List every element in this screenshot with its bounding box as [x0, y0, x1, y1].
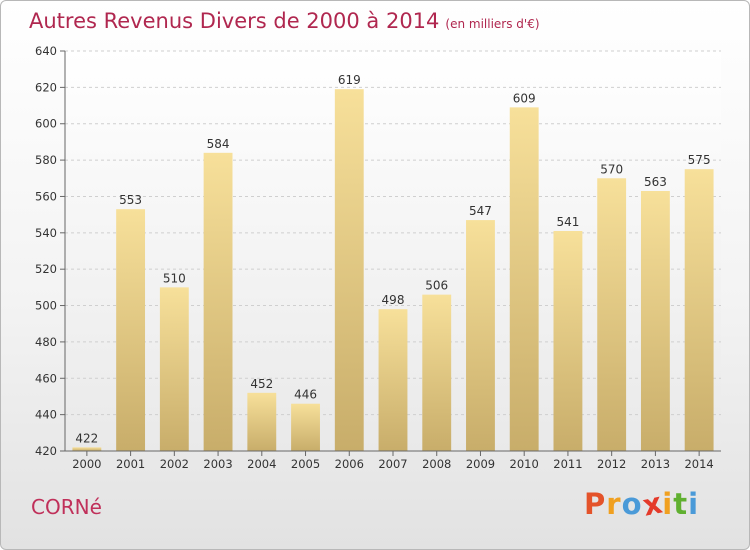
x-tick-label: 2001 [116, 457, 145, 471]
bar-value-label: 609 [513, 91, 536, 105]
y-tick-label: 640 [35, 44, 57, 58]
x-tick-label: 2005 [291, 457, 320, 471]
proxiti-logo: Proxiti [584, 485, 700, 522]
bar [509, 107, 539, 451]
bar [466, 220, 495, 451]
bars: 422 553 510 584 452 446 619 498 506 547 609 541 570 5… [72, 73, 714, 452]
bar [247, 392, 277, 451]
x-tick-label: 2014 [684, 457, 713, 471]
bar [684, 169, 714, 451]
bar-value-label: 584 [207, 137, 230, 151]
x-tick-label: 2003 [203, 457, 232, 471]
y-tick-label: 620 [35, 80, 57, 94]
chart-subtitle: (en milliers d'€) [445, 17, 540, 31]
bar [291, 403, 320, 451]
bar [597, 178, 627, 452]
bar-value-label: 446 [294, 388, 317, 402]
logo-letter: P [584, 487, 607, 521]
bar-value-label: 510 [163, 271, 186, 285]
bar-value-label: 498 [382, 293, 405, 307]
axes: 420 440 460 480 500 520 540 560 580 600 620 640 2000… [35, 44, 721, 471]
bar-value-label: 506 [425, 279, 448, 293]
x-tick-label: 2012 [597, 457, 626, 471]
bar-value-label: 570 [600, 162, 623, 176]
logo-letter: t [673, 487, 689, 521]
bar-value-label: 422 [75, 431, 98, 445]
x-tick-label: 2004 [247, 457, 276, 471]
chart-title: Autres Revenus Divers de 2000 à 2014 (en … [29, 9, 540, 33]
y-tick-label: 460 [35, 371, 57, 385]
chart-title-text: Autres Revenus Divers de 2000 à 2014 [29, 9, 440, 33]
y-tick-label: 560 [35, 189, 57, 203]
y-tick-label: 480 [35, 335, 57, 349]
x-tick-label: 2007 [378, 457, 407, 471]
x-tick-label: 2008 [422, 457, 451, 471]
bar [553, 231, 583, 451]
y-tick-label: 500 [35, 299, 57, 313]
y-tick-label: 580 [35, 153, 57, 167]
bar [203, 152, 233, 451]
bar-value-label: 575 [688, 153, 711, 167]
y-tick-label: 440 [35, 408, 57, 422]
bar-value-label: 452 [250, 377, 273, 391]
x-tick-label: 2000 [72, 457, 101, 471]
commune-name: CORNé [31, 495, 102, 519]
x-tick-label: 2010 [510, 457, 539, 471]
bar-value-label: 541 [556, 215, 579, 229]
x-tick-label: 2009 [466, 457, 495, 471]
logo-letter: o [621, 487, 643, 521]
bar [334, 89, 364, 451]
logo-letter: r [606, 487, 622, 521]
bar-value-label: 563 [644, 175, 667, 189]
bar [640, 191, 670, 451]
logo-letter: i [662, 487, 674, 521]
x-tick-label: 2013 [641, 457, 670, 471]
bar [378, 309, 408, 451]
y-tick-label: 600 [35, 117, 57, 131]
x-tick-label: 2011 [553, 457, 582, 471]
x-tick-label: 2006 [335, 457, 364, 471]
y-tick-label: 420 [35, 444, 57, 458]
logo-letter: i [688, 487, 700, 521]
bar [116, 209, 146, 451]
bar [72, 447, 102, 451]
bar [159, 287, 189, 451]
x-tick-label: 2002 [160, 457, 189, 471]
bar [422, 294, 452, 451]
y-tick-label: 520 [35, 262, 57, 276]
bar-value-label: 619 [338, 73, 361, 87]
y-tick-label: 540 [35, 226, 57, 240]
bar-value-label: 547 [469, 204, 492, 218]
bar-value-label: 553 [119, 193, 142, 207]
